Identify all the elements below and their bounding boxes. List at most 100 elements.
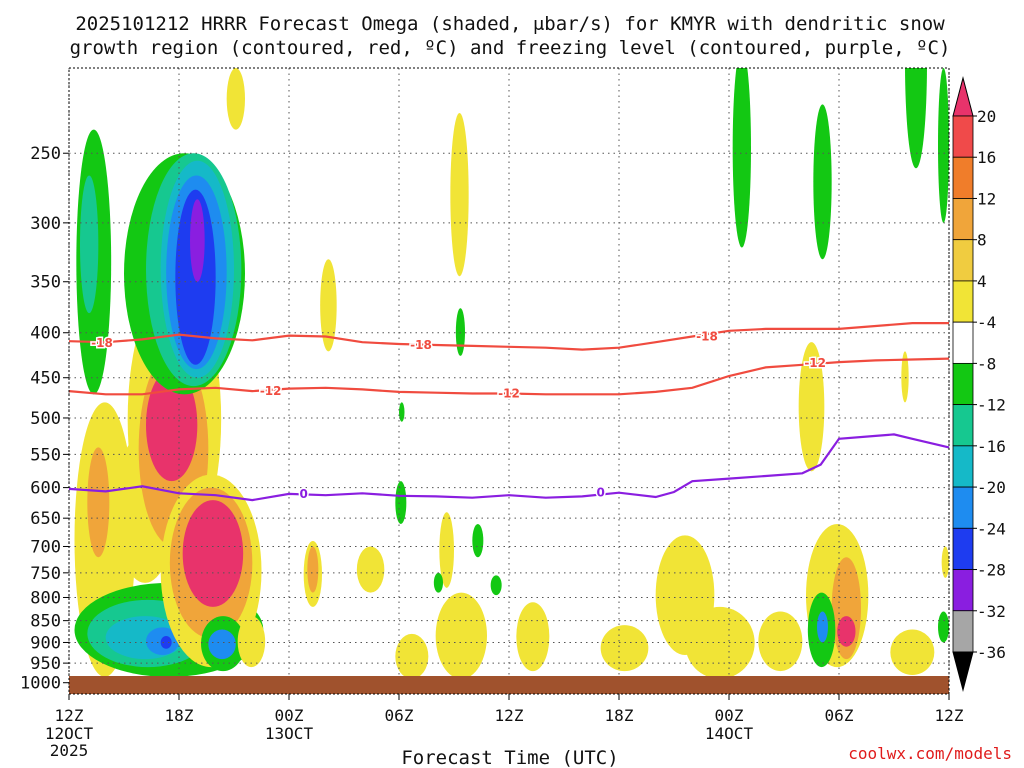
omega-region-56	[905, 68, 927, 169]
omega-region-37	[439, 512, 454, 588]
contour-freezing-level	[68, 433, 950, 502]
y-tick-label-400: 400	[30, 324, 61, 344]
y-tick-label-450: 450	[30, 369, 61, 389]
y-tick-label-250: 250	[30, 144, 61, 164]
colorbar: 20 16 12 8 4 -4 -8 -12 -16 -20 -24 -28 -32 -36	[952, 76, 1006, 692]
grid-lines	[68, 68, 950, 694]
credit-link[interactable]: coolwx.com/models	[848, 744, 1012, 763]
colorbar-swatch-2	[952, 156, 974, 199]
colorbar-swatch-9	[952, 445, 974, 488]
omega-region-53	[901, 351, 909, 403]
omega-region-39	[433, 572, 443, 593]
omega-region-29	[307, 546, 319, 593]
omega-region-42	[516, 602, 550, 672]
y-tick-label-550: 550	[30, 445, 61, 465]
omega-region-3	[80, 175, 99, 314]
colorbar-label-7: -12	[977, 396, 1006, 415]
omega-region-60	[941, 546, 949, 578]
contours: -18 -18 -18 -12 -12 -12 0 0	[68, 322, 950, 502]
contour-dendritic-upper	[68, 322, 949, 351]
colorbar-label-1: 16	[977, 148, 996, 167]
y-tick-label-850: 850	[30, 612, 61, 632]
colorbar-label-5: -4	[977, 313, 996, 332]
colorbar-label-11: -28	[977, 561, 1006, 580]
omega-region-55	[813, 104, 832, 260]
x-tick-label-18: 06Z	[385, 706, 414, 725]
colorbar-swatch-12	[952, 569, 974, 612]
colorbar-label-2: 12	[977, 189, 996, 208]
y-tick-label-600: 600	[30, 479, 61, 499]
omega-region-14	[146, 369, 198, 482]
omega-region-17	[182, 500, 244, 607]
colorbar-label-3: 8	[977, 231, 987, 250]
contour-label-freezing-level-0: 0	[299, 487, 307, 501]
x-tick-label-0: 12Z	[55, 706, 84, 725]
plot-area: -18 -18 -18 -12 -12 -12 0 0	[68, 67, 950, 695]
colorbar-top-arrow	[952, 76, 974, 117]
omega-region-1	[87, 447, 110, 558]
colorbar-swatch-1	[952, 115, 974, 158]
y-axis: 2503003504004505005506006507007508008509…	[20, 144, 69, 694]
contour-dendritic-lower	[68, 357, 950, 396]
x-tick-label-30: 18Z	[605, 706, 634, 725]
x-tick-label-6: 18Z	[165, 706, 194, 725]
colorbar-label-10: -24	[977, 519, 1006, 538]
y-tick-label-950: 950	[30, 654, 61, 674]
omega-region-45	[685, 606, 755, 679]
chart-title-line1: 2025101212 HRRR Forecast Omega (shaded, …	[75, 13, 945, 35]
y-tick-label-700: 700	[30, 537, 61, 557]
y-tick-label-800: 800	[30, 588, 61, 608]
omega-region-46	[758, 611, 803, 672]
omega-region-54	[732, 68, 751, 248]
omega-region-30	[320, 259, 337, 352]
contour-label-dendritic-upper-2: -18	[696, 330, 718, 344]
x-tick-date-12: 13OCT	[265, 724, 314, 743]
colorbar-swatch-7	[952, 362, 974, 406]
x-tick-date-36: 14OCT	[705, 724, 754, 743]
omega-region-8	[160, 636, 172, 649]
omega-region-23	[190, 199, 205, 282]
contour-label-dendritic-upper-0: -18	[91, 336, 113, 350]
x-tick-date-0: 12OCT	[45, 724, 94, 743]
colorbar-swatch-8	[952, 404, 974, 447]
omega-region-52	[798, 342, 825, 472]
colorbar-swatch-5	[952, 280, 974, 323]
omega-region-40	[490, 575, 502, 596]
x-tick-label-48: 12Z	[935, 706, 964, 725]
omega-region-36	[399, 402, 405, 422]
colorbar-label-0: 20	[977, 107, 996, 126]
colorbar-label-4: 4	[977, 272, 987, 291]
omega-region-38	[472, 524, 484, 558]
colorbar-swatch-4	[952, 239, 974, 282]
x-tick-label-24: 12Z	[495, 706, 524, 725]
omega-region-32	[395, 481, 407, 525]
x-tick-label-42: 06Z	[825, 706, 854, 725]
x-tick-label-36: 00Z	[715, 706, 744, 725]
y-tick-label-650: 650	[30, 509, 61, 529]
contour-label-dendritic-upper-1: -18	[410, 338, 432, 352]
omega-region-33	[395, 633, 429, 679]
omega-region-41	[435, 592, 488, 679]
colorbar-label-6: -8	[977, 354, 996, 373]
omega-region-50	[817, 611, 828, 643]
colorbar-label-9: -20	[977, 478, 1006, 497]
omega-region-26	[237, 616, 266, 668]
omega-region-34	[450, 112, 469, 277]
terrain-ground	[69, 676, 949, 694]
colorbar-label-8: -16	[977, 437, 1006, 456]
omega-region-43	[600, 625, 649, 672]
y-tick-label-900: 900	[30, 633, 61, 653]
omega-region-58	[890, 629, 935, 675]
y-tick-label-1000: 1000	[20, 674, 61, 694]
contour-label-dendritic-lower-0: -12	[260, 384, 282, 398]
y-tick-label-350: 350	[30, 273, 61, 293]
x-tick-label-12: 00Z	[275, 706, 304, 725]
colorbar-label-12: -32	[977, 602, 1006, 621]
y-tick-label-750: 750	[30, 564, 61, 584]
colorbar-swatch-6	[952, 321, 974, 364]
x-tick-year-0: 2025	[50, 741, 89, 760]
x-axis-label: Forecast Time (UTC)	[401, 747, 618, 768]
colorbar-swatch-13	[952, 610, 974, 653]
